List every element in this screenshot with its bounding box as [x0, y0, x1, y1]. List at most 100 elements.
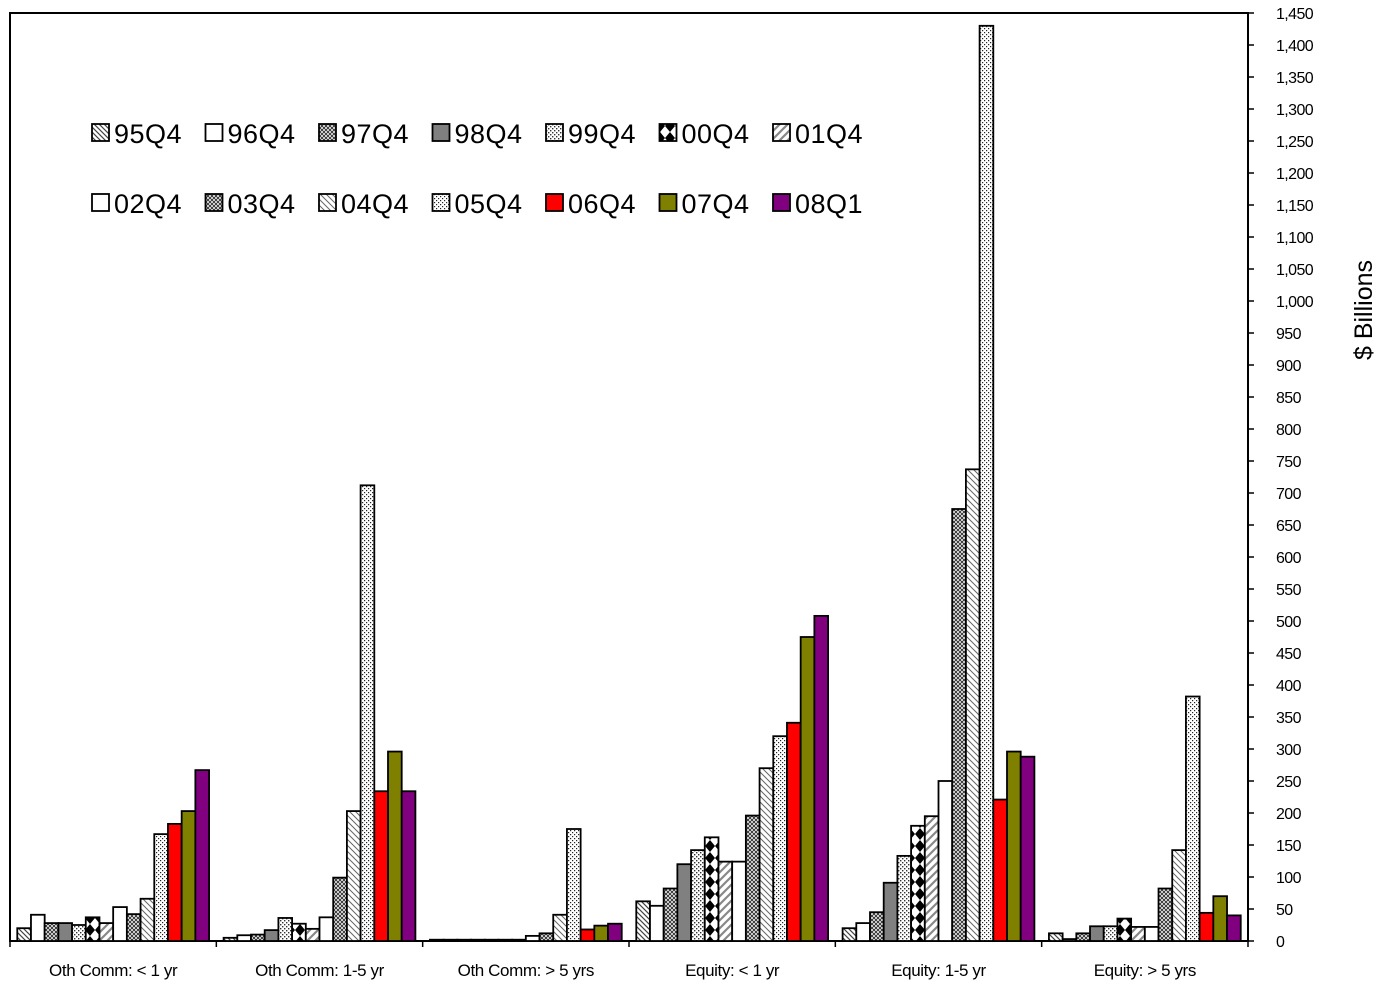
y-tick-label: 150 [1276, 838, 1302, 855]
bar-00Q4-2 [497, 938, 514, 942]
y-tick-label: 1,350 [1276, 70, 1314, 87]
legend-swatch [204, 123, 224, 142]
bar-98Q4-4 [882, 881, 899, 942]
legend-swatch [318, 193, 337, 212]
bar-95Q4-4 [841, 927, 858, 942]
bar-07Q4-3 [799, 636, 816, 942]
bar-05Q4-5 [1185, 695, 1201, 942]
bar-01Q4-3 [717, 860, 734, 942]
bar-03Q4-2 [538, 932, 555, 942]
bar-05Q4-2 [566, 828, 582, 942]
y-tick-label: 1,100 [1276, 230, 1314, 247]
y-tick-label: 900 [1276, 358, 1302, 375]
legend-item-01Q4: 01Q4 [772, 119, 863, 149]
bar-06Q4-0 [167, 822, 183, 942]
bar-00Q4-4 [910, 824, 926, 942]
legend: 95Q4 96Q4 97Q4 98Q4 99Q4 00Q4 01Q4 02Q4 03Q4 04Q4… [91, 119, 863, 219]
bar-07Q4-2 [593, 924, 609, 942]
legend-label: 98Q4 [455, 119, 523, 149]
bar-04Q4-2 [552, 913, 568, 942]
bar-02Q4-5 [1143, 926, 1160, 942]
legend-label: 02Q4 [114, 189, 182, 219]
legend-swatch [318, 123, 337, 142]
bar-98Q4-2 [470, 938, 486, 942]
bars-group [16, 24, 1242, 942]
bar-06Q4-5 [1198, 911, 1215, 942]
bar-08Q1-3 [813, 614, 829, 942]
y-tick-label: 400 [1276, 678, 1302, 695]
legend-item-07Q4: 07Q4 [658, 189, 750, 219]
y-tick-label: 1,200 [1276, 166, 1314, 183]
bar-04Q4-1 [345, 810, 362, 942]
legend-item-03Q4: 03Q4 [204, 189, 296, 219]
bar-95Q4-1 [222, 936, 239, 942]
y-tick-label: 1,300 [1276, 102, 1314, 119]
bar-04Q4-3 [758, 767, 775, 942]
bar-07Q4-1 [387, 750, 403, 942]
y-tick-label: 550 [1276, 582, 1302, 599]
legend-label: 07Q4 [682, 189, 750, 219]
y-tick-label: 300 [1276, 742, 1302, 759]
bar-06Q4-1 [373, 790, 389, 942]
legend-label: 96Q4 [228, 119, 296, 149]
bar-97Q4-3 [662, 887, 679, 942]
bar-97Q4-4 [869, 911, 885, 942]
bar-95Q4-5 [1048, 932, 1064, 942]
bar-03Q4-0 [125, 913, 142, 942]
bar-08Q1-2 [607, 922, 623, 942]
legend-label: 01Q4 [795, 119, 863, 149]
bar-96Q4-1 [236, 934, 252, 942]
bar-97Q4-5 [1075, 932, 1091, 942]
legend-label: 00Q4 [682, 119, 750, 149]
bar-96Q4-3 [649, 904, 665, 942]
bar-02Q4-4 [937, 780, 954, 942]
bar-99Q4-2 [483, 938, 500, 942]
x-category-label: Equity: > 5 yrs [1094, 961, 1196, 980]
bar-08Q1-4 [1019, 755, 1036, 942]
bar-98Q4-1 [263, 929, 280, 942]
legend-item-05Q4: 05Q4 [431, 189, 522, 219]
bar-02Q4-3 [731, 860, 747, 942]
legend-swatch [772, 193, 791, 212]
bar-99Q4-4 [896, 854, 913, 942]
legend-swatch [772, 123, 791, 142]
bar-99Q4-5 [1102, 925, 1119, 942]
y-tick-label: 1,250 [1276, 134, 1314, 151]
bar-08Q1-5 [1226, 914, 1242, 942]
bar-05Q4-3 [772, 735, 788, 942]
x-category-label: Oth Comm: < 1 yr [49, 961, 178, 980]
bar-95Q4-3 [635, 900, 651, 942]
legend-item-08Q1: 08Q1 [772, 189, 863, 219]
x-category-label: Equity: < 1 yr [685, 961, 780, 980]
legend-label: 03Q4 [228, 189, 296, 219]
y-axis-title: $ Billions [1350, 260, 1378, 360]
bar-04Q4-4 [965, 468, 981, 942]
y-tick-label: 200 [1276, 806, 1302, 823]
legend-label: 97Q4 [341, 119, 409, 149]
legend-swatch [431, 193, 451, 212]
bar-96Q4-0 [30, 913, 46, 942]
bar-95Q4-0 [16, 927, 32, 942]
y-tick-label: 1,450 [1276, 6, 1314, 23]
bar-03Q4-4 [951, 508, 967, 942]
bar-00Q4-1 [291, 922, 307, 942]
legend-swatch [658, 193, 678, 212]
legend-swatch [91, 123, 110, 142]
y-tick-label: 750 [1276, 454, 1302, 471]
bar-96Q4-4 [855, 922, 871, 942]
bar-97Q4-1 [250, 933, 266, 942]
y-tick-label: 100 [1276, 870, 1302, 887]
y-tick-label: 50 [1276, 902, 1293, 919]
bar-98Q4-3 [676, 863, 692, 942]
bar-06Q4-4 [992, 798, 1008, 942]
legend-item-99Q4: 99Q4 [545, 119, 636, 149]
bar-03Q4-1 [332, 876, 348, 942]
y-tick-label: 1,000 [1276, 294, 1314, 311]
bar-06Q4-3 [786, 721, 802, 942]
y-tick-label: 700 [1276, 486, 1302, 503]
y-tick-label: 1,400 [1276, 38, 1314, 55]
bar-96Q4-5 [1061, 938, 1078, 942]
y-tick-label: 600 [1276, 550, 1302, 567]
legend-item-02Q4: 02Q4 [91, 189, 182, 219]
